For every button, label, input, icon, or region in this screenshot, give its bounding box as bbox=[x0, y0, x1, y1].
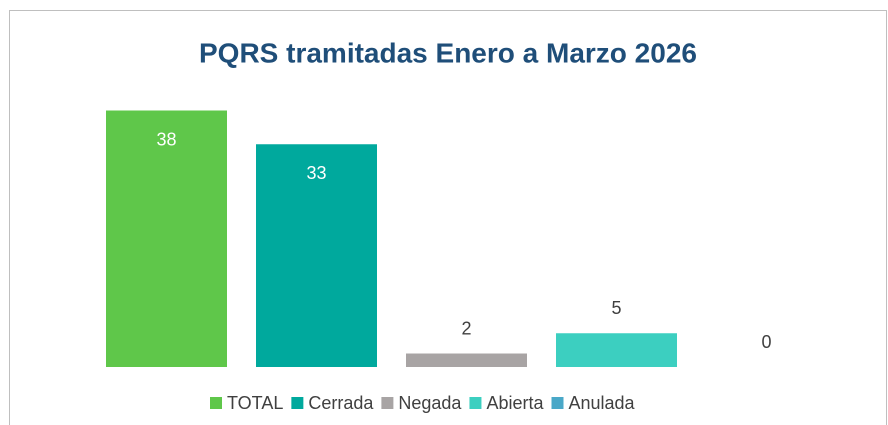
legend-label: Cerrada bbox=[308, 393, 374, 413]
bar bbox=[256, 144, 377, 367]
legend-label: Anulada bbox=[569, 393, 636, 413]
legend-swatch bbox=[291, 397, 304, 409]
legend-label: Negada bbox=[398, 393, 462, 413]
chart-border bbox=[9, 10, 887, 425]
legend-label: Abierta bbox=[486, 393, 544, 413]
data-label: 2 bbox=[461, 318, 471, 338]
bar bbox=[556, 333, 677, 367]
data-label: 33 bbox=[306, 163, 326, 183]
legend-swatch bbox=[381, 397, 394, 409]
bar bbox=[106, 110, 227, 367]
legend-swatch bbox=[551, 397, 564, 409]
legend-swatch bbox=[210, 397, 222, 409]
data-label: 5 bbox=[611, 298, 621, 318]
data-label: 0 bbox=[761, 332, 771, 352]
bar bbox=[406, 353, 527, 367]
data-label: 38 bbox=[156, 129, 176, 149]
chart-title: PQRS tramitadas Enero a Marzo 2026 bbox=[199, 37, 697, 68]
legend-swatch bbox=[469, 397, 482, 409]
legend-label: TOTAL bbox=[227, 393, 283, 413]
